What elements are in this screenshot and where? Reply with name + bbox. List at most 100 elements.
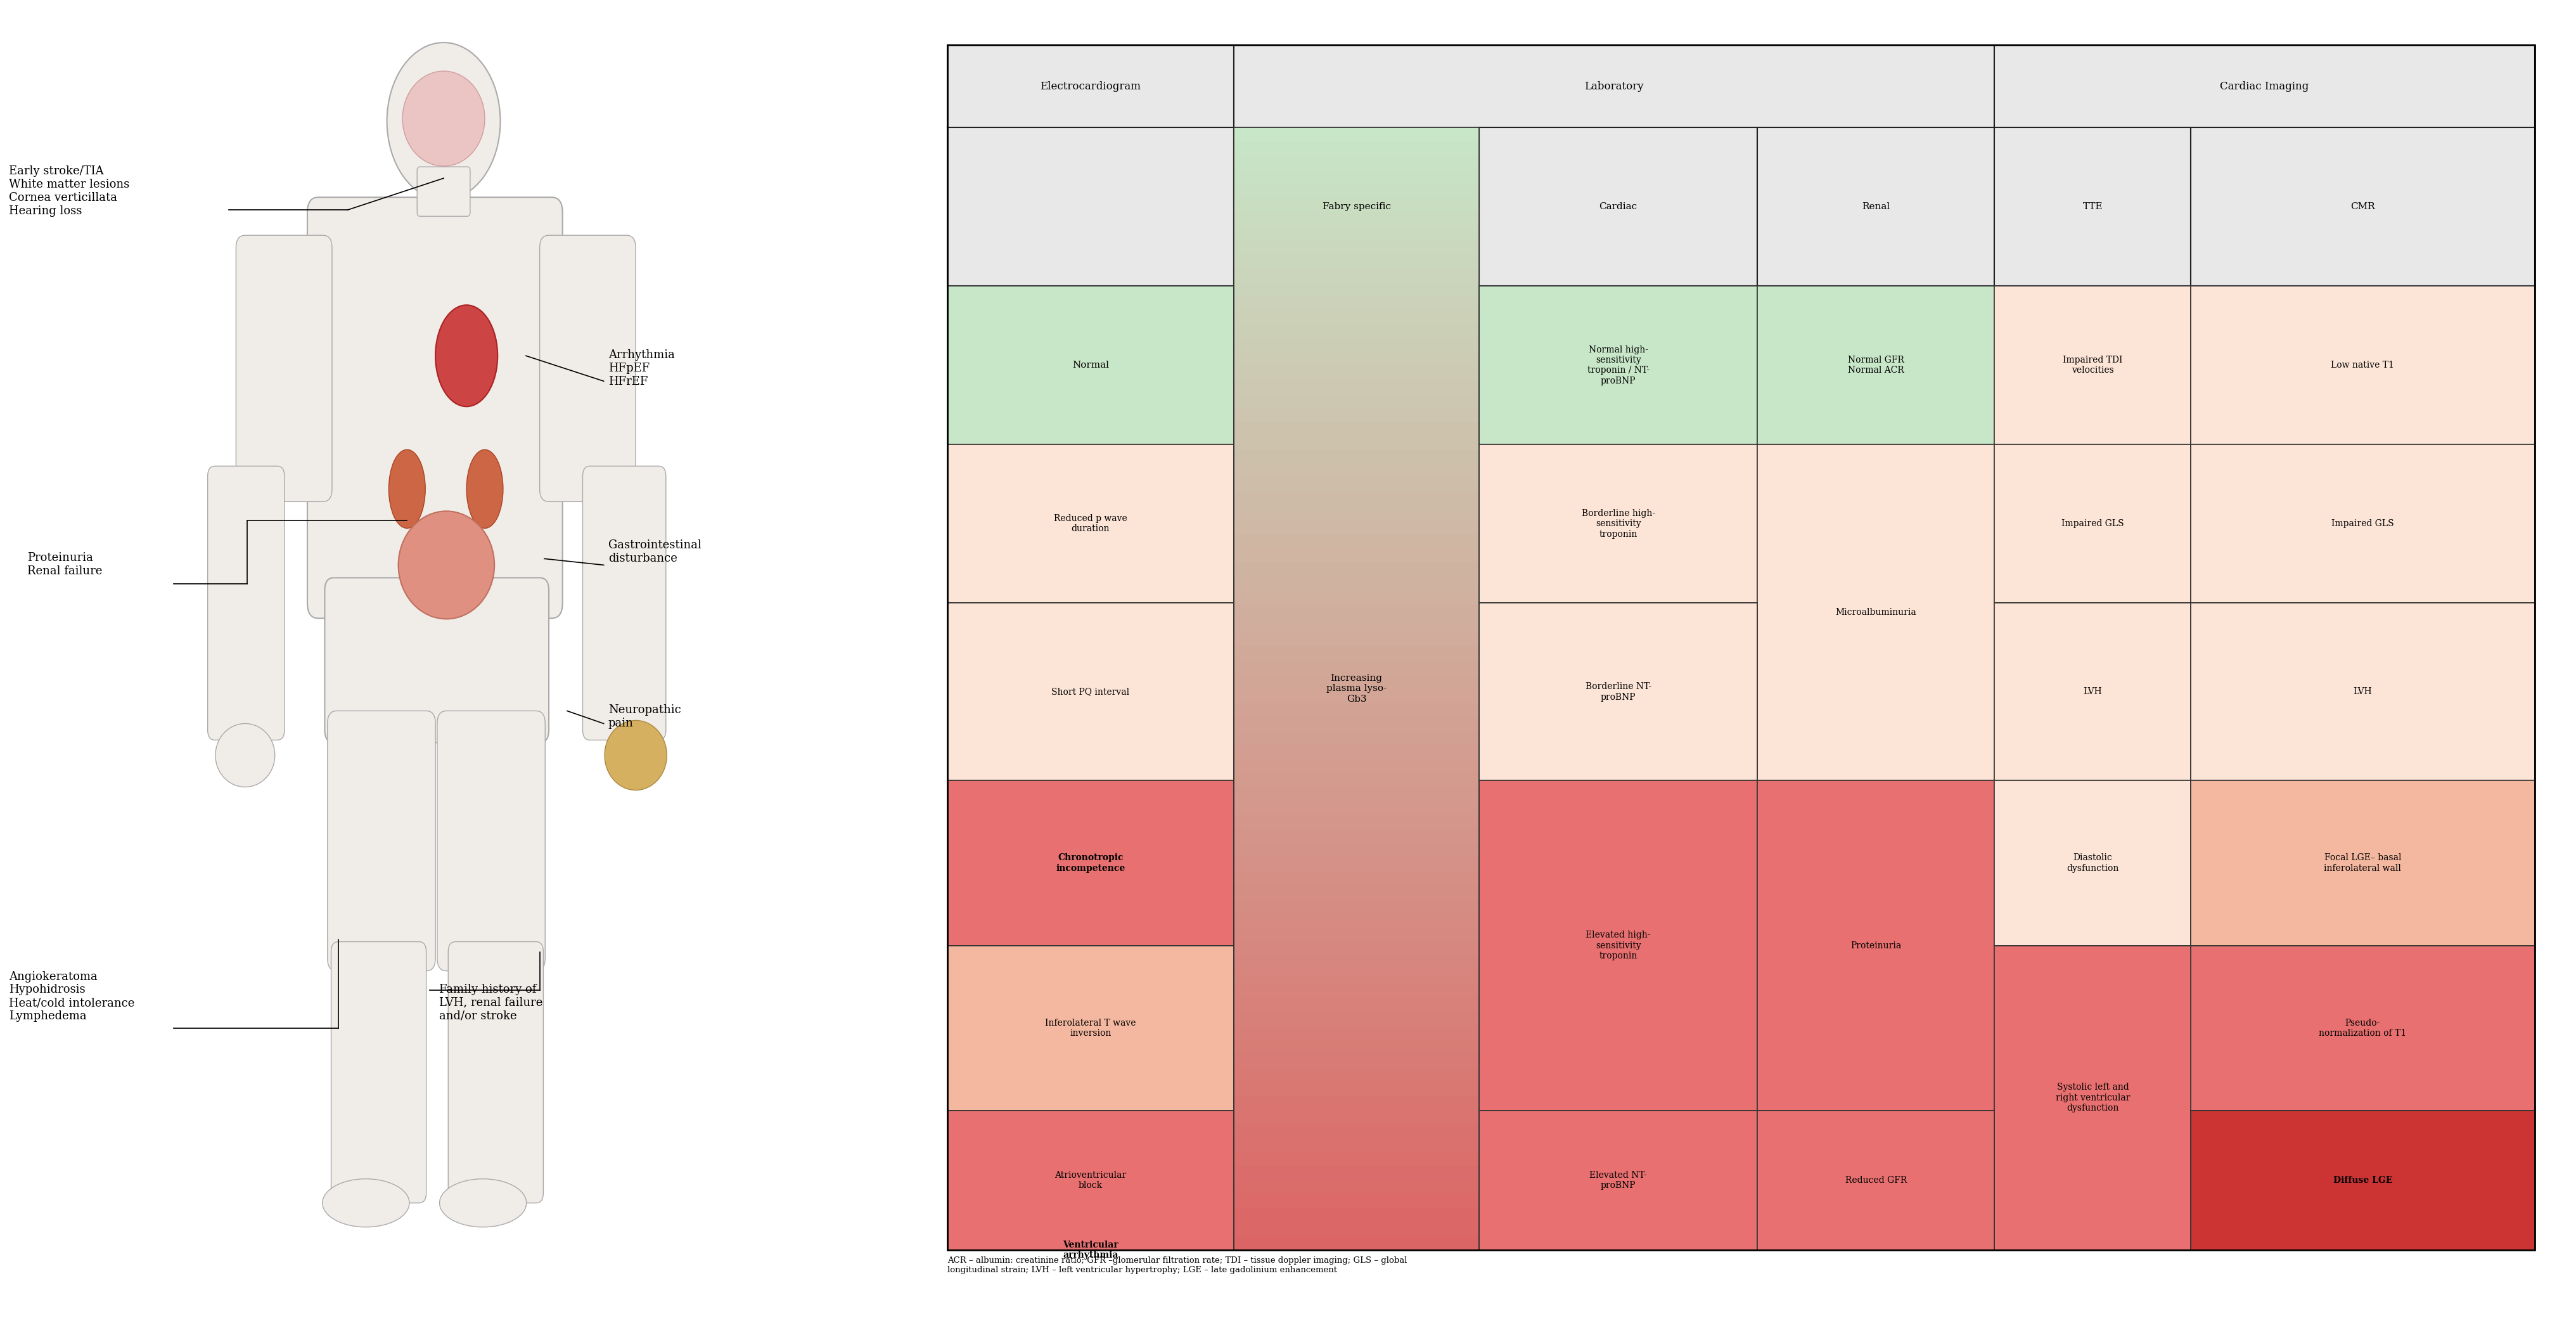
Bar [1234,1025,1479,1040]
Text: Proteinuria: Proteinuria [1850,941,1901,951]
Bar [1234,829,1479,842]
Text: Cardiac: Cardiac [1600,203,1636,211]
Bar [1234,478,1479,493]
Ellipse shape [435,304,497,406]
Bar [1479,603,1757,781]
Bar [1234,717,1479,730]
Bar [948,781,1234,945]
Bar [1234,506,1479,521]
FancyBboxPatch shape [209,466,283,740]
Bar [1234,128,1479,1250]
Ellipse shape [440,1179,526,1227]
Bar [1234,212,1479,226]
Text: Angiokeratoma
Hypohidrosis
Heat/cold intolerance
Lymphedema: Angiokeratoma Hypohidrosis Heat/cold int… [10,971,134,1021]
Text: Systolic left and
right ventricular
dysfunction: Systolic left and right ventricular dysf… [2056,1083,2130,1112]
Bar [1234,352,1479,366]
Text: Chronotropic
incompetence: Chronotropic incompetence [1056,853,1126,873]
Bar [1234,310,1479,324]
Bar [1234,590,1479,605]
Bar [1234,1068,1479,1081]
Bar [1234,745,1479,758]
Bar [1479,127,1757,286]
Bar [1234,240,1479,254]
Bar [1234,45,1994,127]
Bar [1234,493,1479,506]
Bar [1234,1012,1479,1025]
Bar [2190,445,2535,603]
Bar [1234,254,1479,268]
Text: Borderline high-
sensitivity
troponin: Borderline high- sensitivity troponin [1582,509,1654,538]
Bar [1234,156,1479,170]
Bar [1234,184,1479,198]
Text: Elevated NT-
proBNP: Elevated NT- proBNP [1589,1171,1646,1189]
Bar [1234,1081,1479,1096]
Text: Laboratory: Laboratory [1584,81,1643,92]
Bar [1234,296,1479,310]
Ellipse shape [322,1179,410,1227]
Bar [1234,956,1479,969]
Bar [1234,127,1479,286]
Bar [1234,1165,1479,1180]
Text: Inferolateral T wave
inversion: Inferolateral T wave inversion [1046,1019,1136,1037]
Bar [1234,1096,1479,1109]
Bar [1234,366,1479,380]
Bar [1234,702,1479,717]
Bar [1234,268,1479,282]
Ellipse shape [605,721,667,790]
Bar [2190,945,2535,1111]
Bar [1234,198,1479,212]
Bar [1234,661,1479,674]
Bar [1234,534,1479,549]
Bar [1757,127,1994,286]
Text: Ventricular
arrhythmia: Ventricular arrhythmia [1061,1240,1118,1259]
Bar [1234,562,1479,577]
Bar [1994,445,2190,603]
Bar [2190,286,2535,445]
Bar [1234,1236,1479,1250]
Bar [1234,170,1479,184]
Text: Diffuse LGE: Diffuse LGE [2331,1176,2391,1184]
Bar [1994,781,2190,945]
Bar [1234,338,1479,352]
Bar [1234,521,1479,534]
Text: Normal high-
sensitivity
troponin / NT-
proBNP: Normal high- sensitivity troponin / NT- … [1587,346,1649,384]
Text: ACR – albumin: creatinine ratio; GFR –glomerular filtration rate; TDI – tissue d: ACR – albumin: creatinine ratio; GFR –gl… [948,1256,1406,1274]
Bar [1234,577,1479,590]
Text: Impaired TDI
velocities: Impaired TDI velocities [2063,355,2123,375]
Bar [2190,781,2535,945]
Bar [1234,997,1479,1012]
Bar [1234,842,1479,857]
Text: Focal LGE– basal
inferolateral wall: Focal LGE– basal inferolateral wall [2324,853,2401,873]
Circle shape [386,43,500,200]
Bar [1234,1180,1479,1193]
Bar [1234,437,1479,450]
Ellipse shape [399,511,495,619]
Bar [948,286,1234,445]
Bar [1234,857,1479,870]
Bar [1234,1053,1479,1068]
FancyBboxPatch shape [438,710,546,971]
Bar [1994,603,2190,781]
Bar [1994,127,2190,286]
Text: Neuropathic
pain: Neuropathic pain [608,705,680,729]
FancyBboxPatch shape [538,235,636,502]
FancyBboxPatch shape [582,466,665,740]
Bar [1757,1111,1994,1250]
Bar [1234,928,1479,941]
FancyBboxPatch shape [327,710,435,971]
Bar [1994,286,2190,445]
FancyBboxPatch shape [307,198,562,618]
Bar [1234,900,1479,913]
Bar [1234,870,1479,885]
Text: Short PQ interval: Short PQ interval [1051,688,1128,697]
Bar [1234,984,1479,997]
Bar [948,445,1234,603]
Text: TTE: TTE [2081,203,2102,211]
Bar [1757,286,1994,445]
Bar [2190,1111,2535,1250]
Bar [948,1111,1234,1250]
Bar [1234,324,1479,338]
Text: CMR: CMR [2349,203,2375,211]
Bar [1234,646,1479,661]
Bar [1234,885,1479,900]
